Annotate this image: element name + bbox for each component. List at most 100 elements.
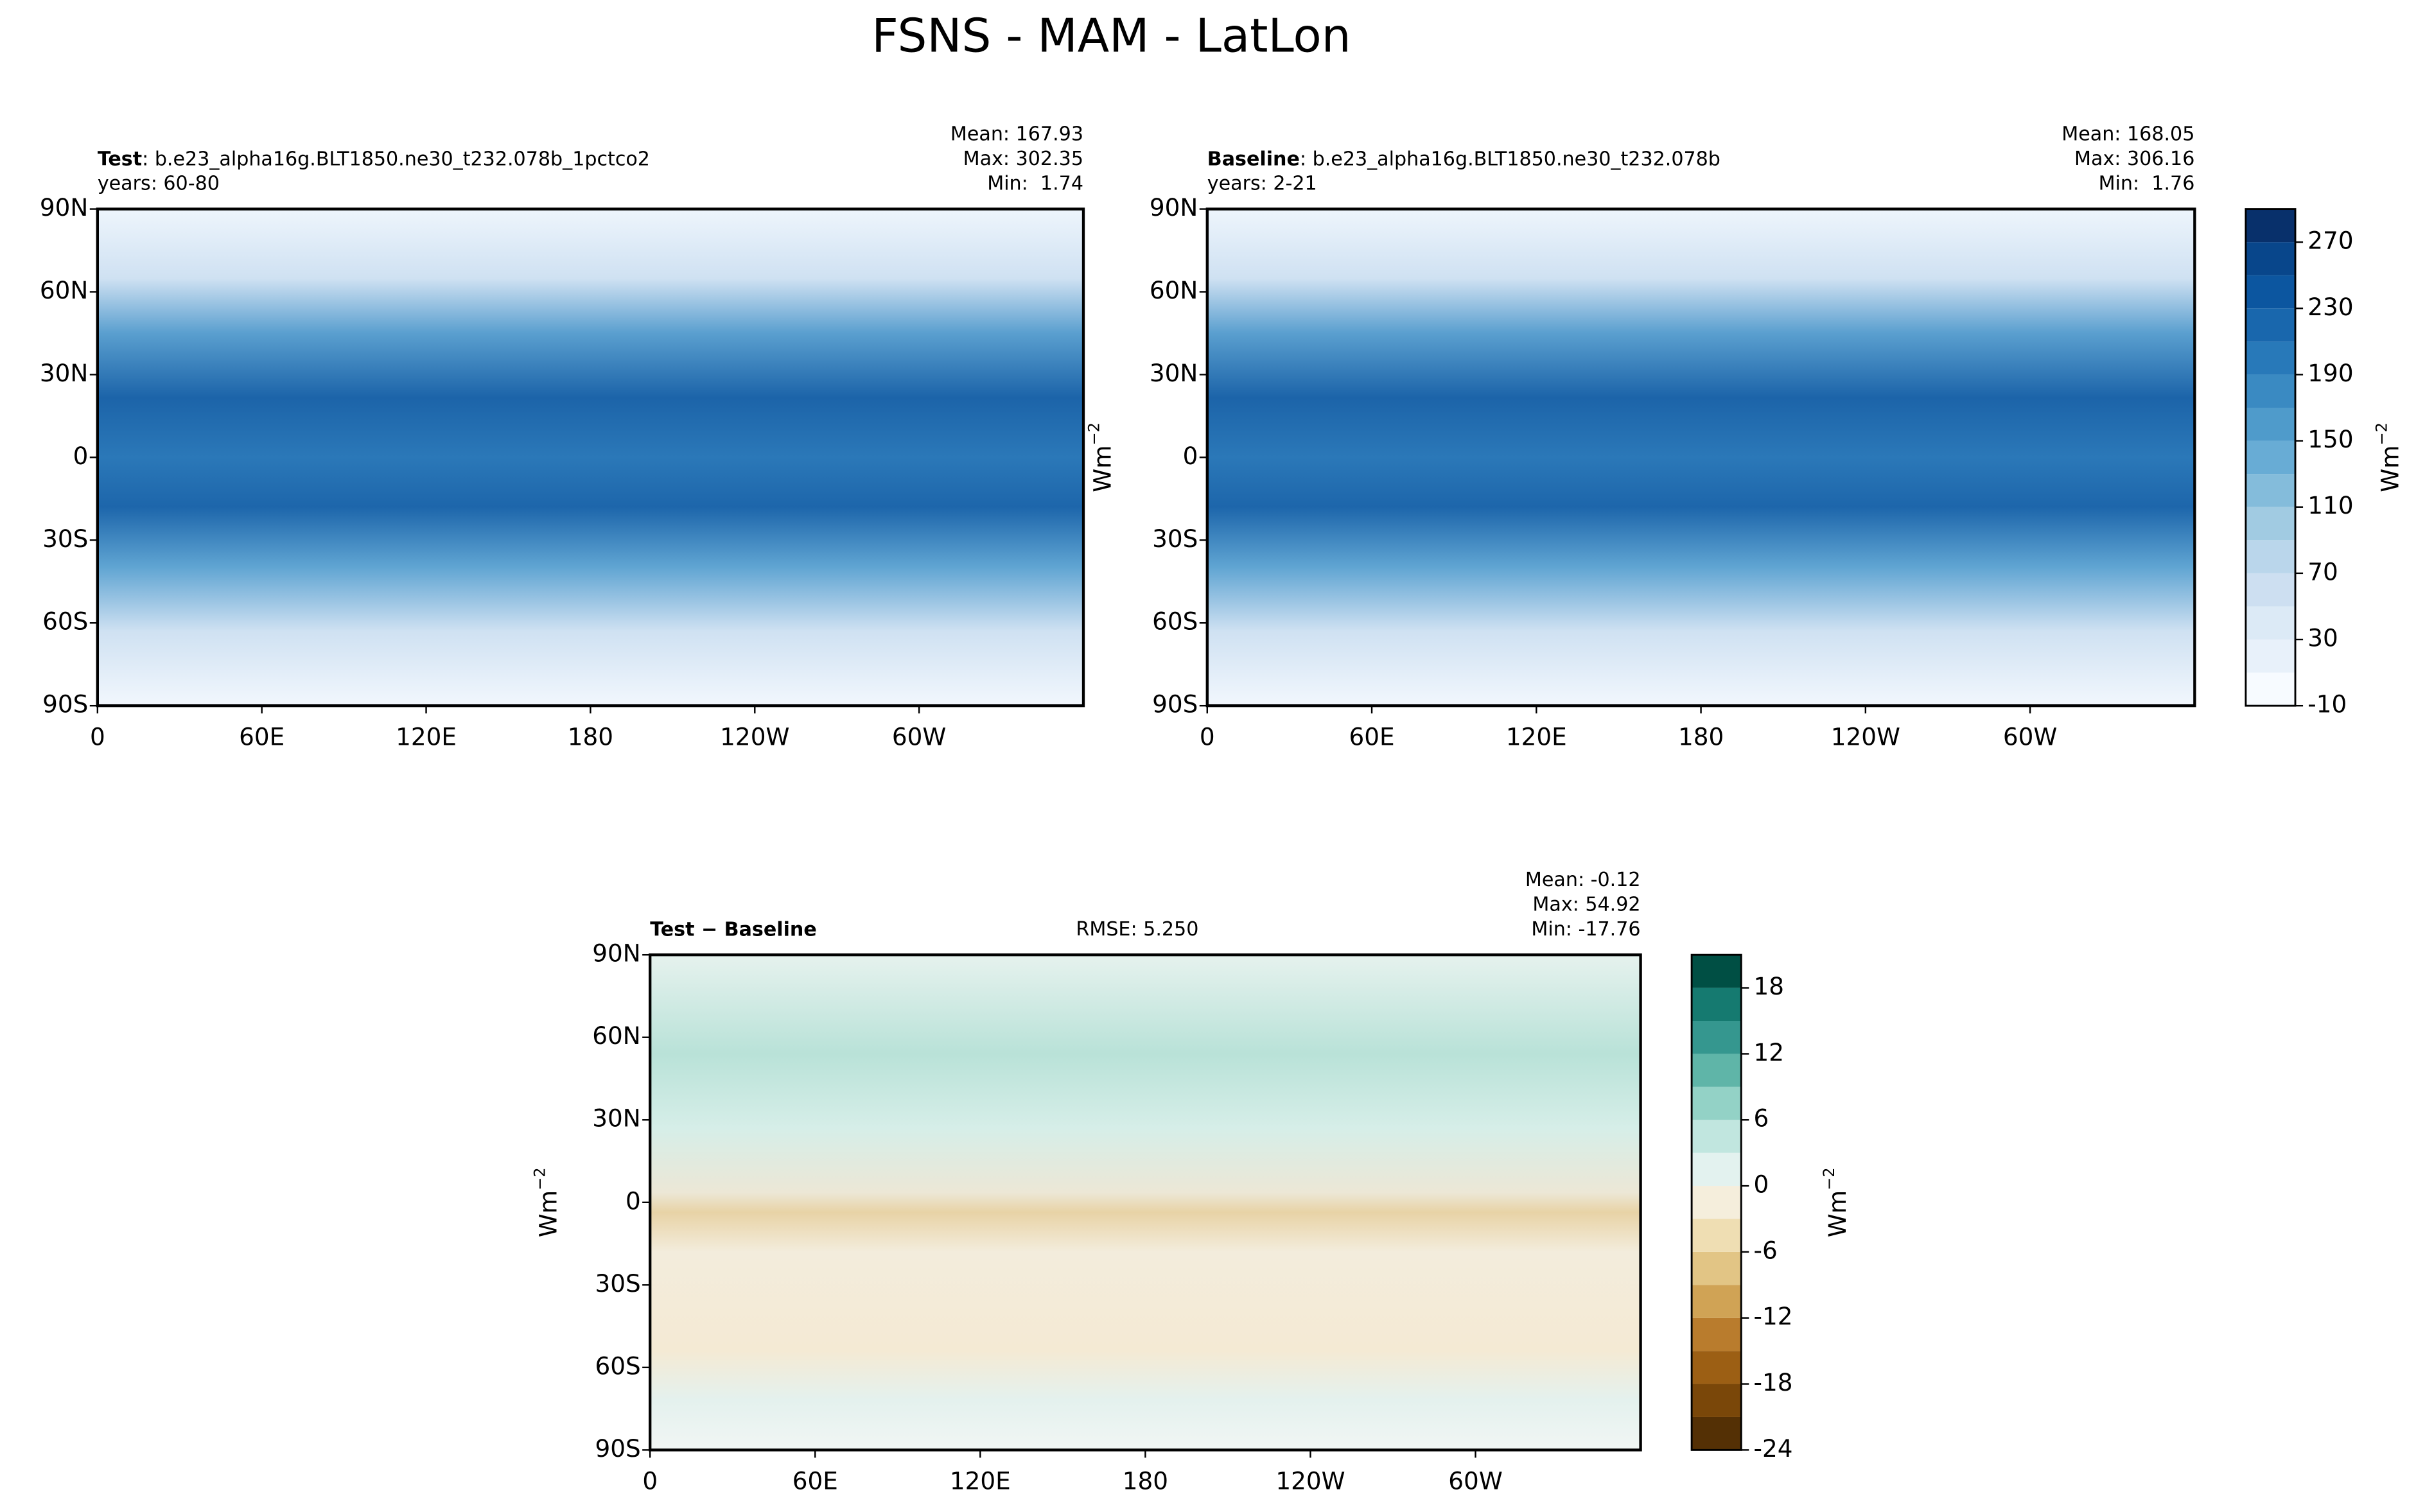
x-tick-label: 0 [1200, 722, 1215, 751]
y-tick-label: 0 [73, 442, 89, 470]
colorbar-segment [1692, 1219, 1742, 1252]
colorbar-segment [1692, 1317, 1742, 1351]
colorbar-tick-label: 270 [2307, 227, 2353, 255]
x-tick-label: 180 [1678, 722, 1724, 751]
colorbar-segment [1692, 1186, 1742, 1219]
panel-title: Test − Baseline [650, 918, 817, 941]
y-axis-label: Wm−2 [531, 1167, 563, 1237]
panel-title-bold: Test − Baseline [650, 918, 817, 941]
colorbar-tick-label: -24 [1754, 1434, 1793, 1463]
map-field [97, 209, 1083, 706]
panel-stat: Max: 302.35 [963, 148, 1083, 170]
colorbar-segment [2245, 507, 2296, 541]
colorbar-segment [2245, 341, 2296, 375]
panel-title: Baseline: b.e23_alpha16g.BLT1850.ne30_t2… [1207, 148, 1720, 170]
colorbar-tick-label: 12 [1754, 1038, 1785, 1066]
x-tick-label: 120W [720, 722, 789, 751]
colorbar-segment [2245, 672, 2296, 706]
y-axis-label-exponent: −2 [531, 1167, 549, 1190]
colorbar-segment [1692, 955, 1742, 988]
colorbar-segment [2245, 606, 2296, 640]
colorbar-segment [1692, 1086, 1742, 1120]
y-tick-label: 90N [40, 193, 88, 222]
panel-subtitle: years: 2-21 [1207, 173, 1317, 195]
y-axis-label-base: Wm [1088, 445, 1116, 492]
panel-title-bold: Baseline [1207, 148, 1300, 170]
x-tick-label: 60W [892, 722, 946, 751]
y-tick-label: 90S [1152, 690, 1198, 718]
y-axis-label-base: Wm [534, 1190, 562, 1237]
y-tick-label: 0 [1183, 442, 1198, 470]
panel-title-bold: Test [98, 148, 142, 170]
y-tick-label: 30S [595, 1269, 641, 1298]
panel-title: Test: b.e23_alpha16g.BLT1850.ne30_t232.0… [98, 148, 650, 170]
colorbar-label-exponent: −2 [2372, 422, 2390, 446]
colorbar-frame [2245, 208, 2297, 707]
colorbar-segment [1692, 1285, 1742, 1318]
y-tick-label: 60N [1150, 276, 1198, 304]
x-tick-label: 120E [1506, 722, 1567, 751]
y-tick-label: 90S [42, 690, 88, 718]
colorbar-segment [2245, 242, 2296, 275]
colorbar-label: Wm−2 [1820, 1167, 1851, 1237]
colorbar-frame [1690, 953, 1742, 1451]
colorbar-tick-label: 190 [2307, 359, 2353, 387]
colorbar-tick-label: -18 [1754, 1368, 1793, 1396]
panel-stat: Min: -17.76 [1531, 918, 1640, 941]
colorbar-segment [1692, 1120, 1742, 1153]
x-tick-label: 60W [2003, 722, 2057, 751]
colorbar-segment [2245, 440, 2296, 474]
colorbar-tick-label: 230 [2307, 293, 2353, 321]
y-tick-label: 90S [595, 1434, 641, 1463]
colorbar-tick-label: 6 [1754, 1104, 1769, 1133]
x-tick-label: 0 [90, 722, 105, 751]
colorbar-segment [1692, 1251, 1742, 1285]
colorbar-label-exponent: −2 [1820, 1167, 1838, 1190]
colorbar-segment [1692, 1416, 1742, 1450]
colorbar-tick-label: 110 [2307, 491, 2353, 519]
y-tick-label: 30N [40, 359, 88, 387]
x-tick-label: 120W [1275, 1466, 1345, 1495]
y-tick-label: 0 [626, 1186, 641, 1215]
colorbar-label: Wm−2 [2372, 422, 2404, 492]
x-tick-label: 60E [1349, 722, 1394, 751]
colorbar-segment [2245, 639, 2296, 673]
colorbar-tick-label: 70 [2307, 557, 2338, 586]
y-tick-label: 30N [592, 1104, 640, 1133]
y-axis-label: Wm−2 [1085, 422, 1116, 492]
map-field [650, 955, 1641, 1450]
x-tick-label: 60W [1448, 1466, 1502, 1495]
colorbar-label-base: Wm [2376, 445, 2404, 492]
colorbar-segment [1692, 1351, 1742, 1384]
colorbar-tick-label: 0 [1754, 1170, 1769, 1199]
colorbar-segment [2245, 474, 2296, 507]
panel-stat: Mean: -0.12 [1525, 869, 1641, 891]
panel-stat: Max: 306.16 [2074, 148, 2194, 170]
y-tick-label: 90N [1150, 193, 1198, 222]
colorbar-segment [2245, 540, 2296, 573]
x-tick-label: 180 [568, 722, 613, 751]
colorbar-tick-label: 18 [1754, 972, 1785, 1000]
panel-stat: Min: 1.76 [2099, 173, 2195, 195]
y-tick-label: 30S [42, 525, 88, 553]
y-tick-label: 60S [595, 1351, 641, 1380]
colorbar-segment [2245, 209, 2296, 243]
colorbar-segment [2245, 573, 2296, 607]
colorbar-label-base: Wm [1823, 1190, 1851, 1237]
colorbar-tick-label: -12 [1754, 1302, 1793, 1330]
y-tick-label: 60N [40, 276, 88, 304]
panel-annotation: RMSE: 5.250 [1076, 918, 1198, 941]
y-tick-label: 30N [1150, 359, 1198, 387]
colorbar-tick-label: -6 [1754, 1236, 1778, 1264]
panel-stat: Max: 54.92 [1532, 894, 1640, 916]
y-tick-label: 60S [42, 607, 88, 636]
y-axis-label-exponent: −2 [1085, 422, 1103, 446]
colorbar-segment [1692, 1384, 1742, 1417]
x-tick-label: 120E [396, 722, 457, 751]
x-tick-label: 0 [642, 1466, 658, 1495]
y-tick-label: 60S [1152, 607, 1198, 636]
colorbar-tick-label: 30 [2307, 624, 2338, 652]
y-tick-label: 90N [592, 939, 640, 968]
